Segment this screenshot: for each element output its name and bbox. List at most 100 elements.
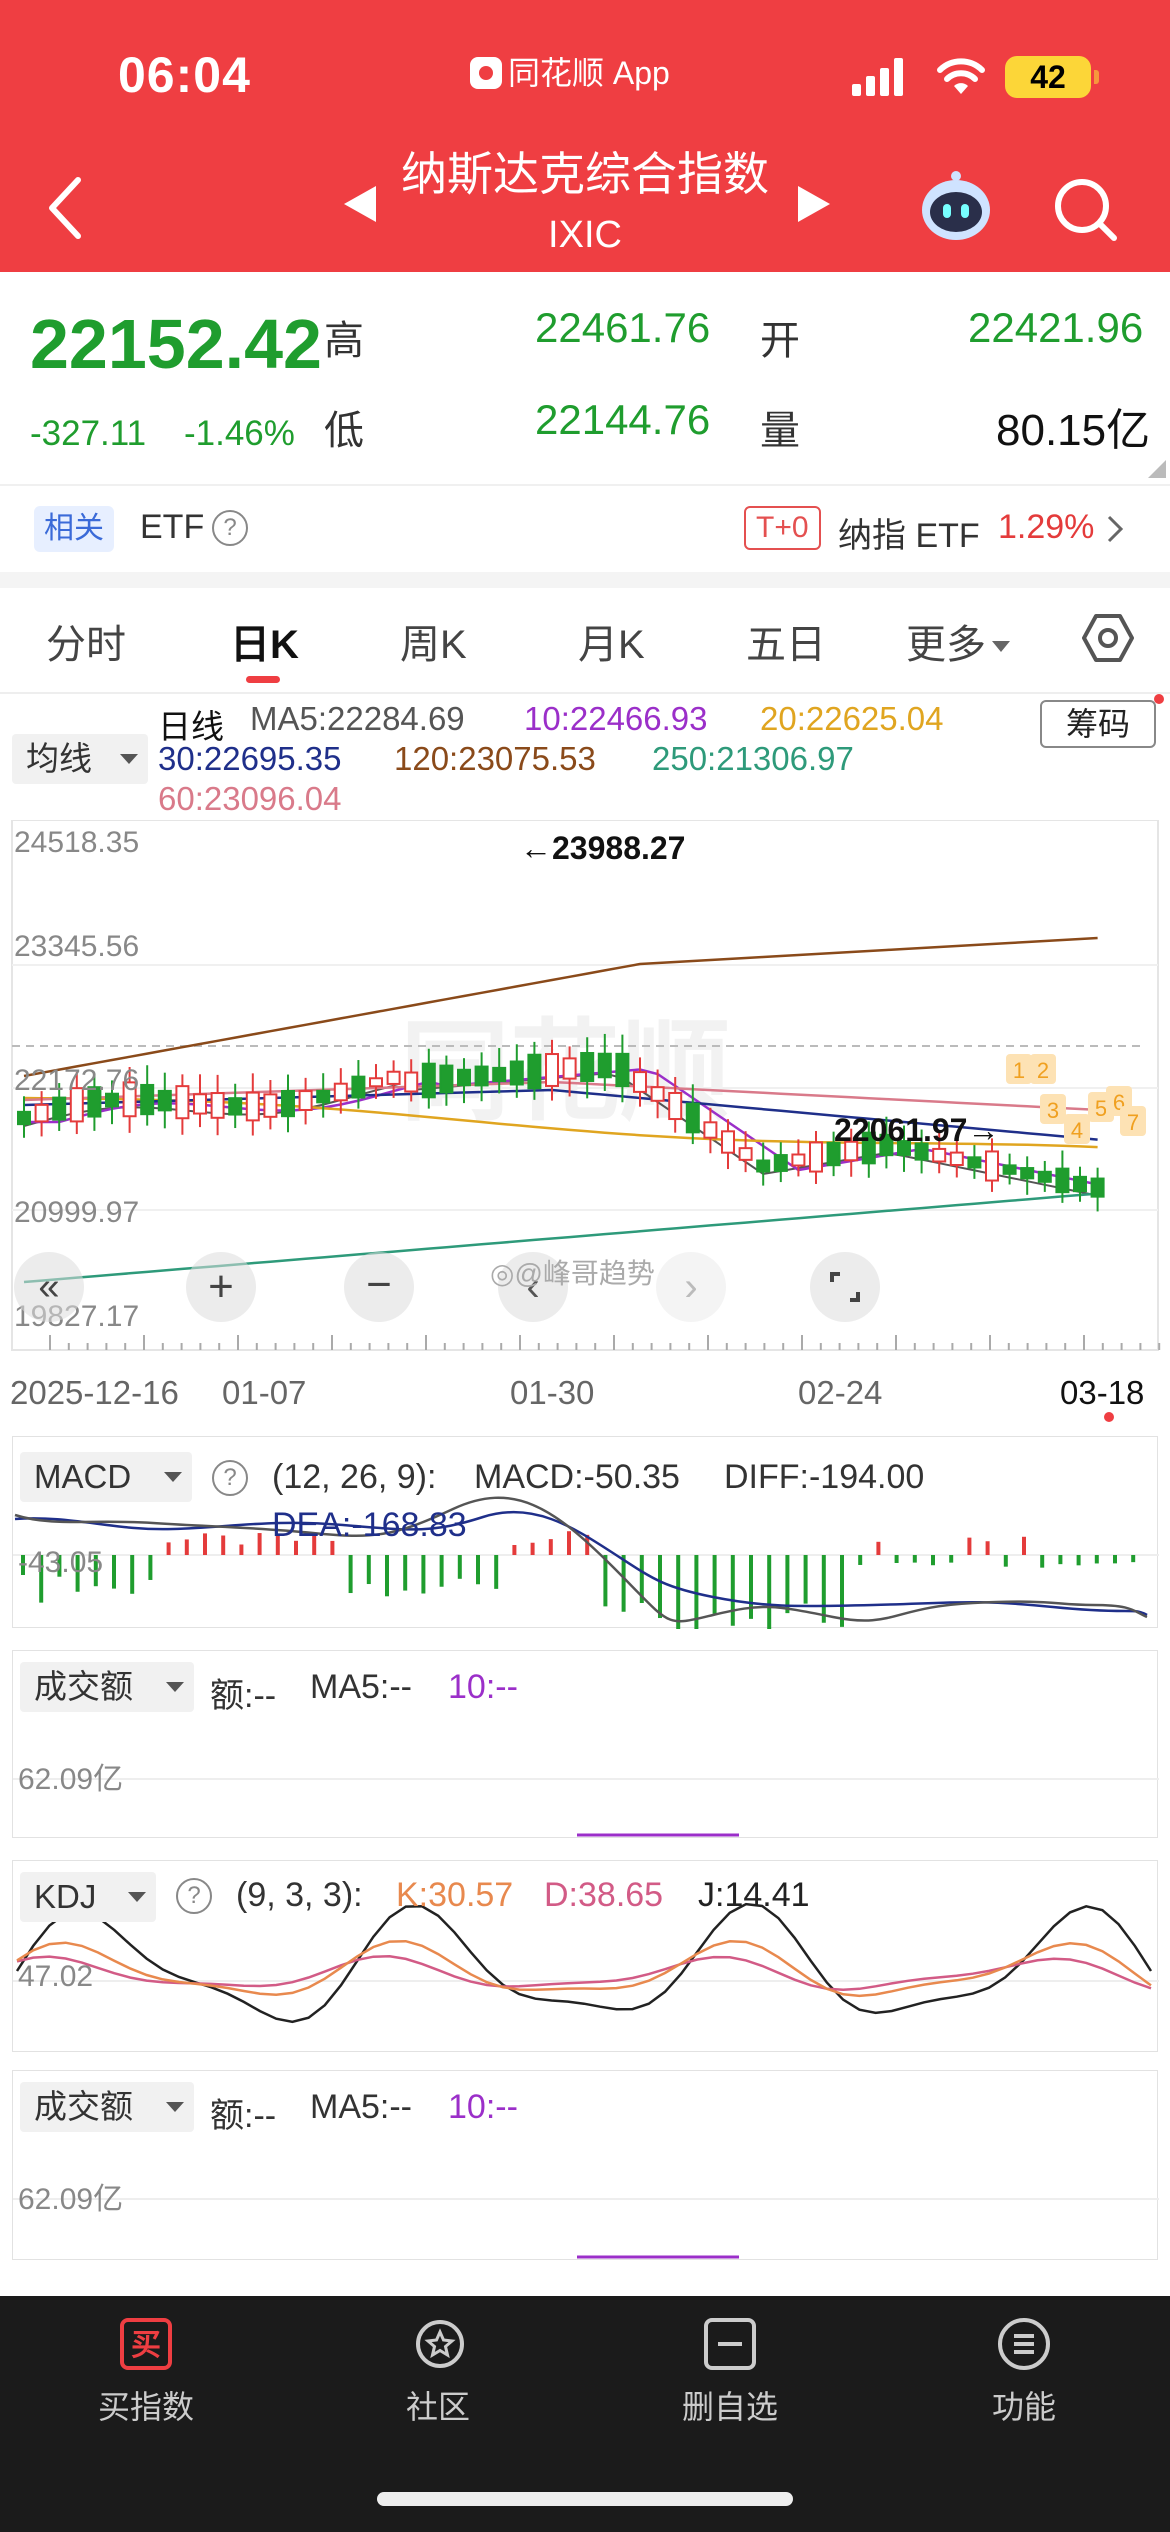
back-chevron-icon[interactable] bbox=[46, 176, 86, 240]
candle bbox=[17, 1096, 31, 1138]
candle bbox=[826, 1131, 841, 1177]
candle bbox=[105, 1080, 119, 1125]
expand-corner-icon[interactable] bbox=[1148, 460, 1166, 478]
x-tick-label: 02-24 bbox=[798, 1374, 883, 1411]
candle bbox=[721, 1119, 735, 1170]
candle bbox=[263, 1080, 278, 1130]
candle bbox=[333, 1068, 348, 1114]
candle bbox=[756, 1142, 771, 1186]
candle bbox=[949, 1137, 964, 1178]
sequence-tag: 7 bbox=[1120, 1106, 1146, 1136]
amount-ma5: MA5:-- bbox=[310, 1668, 412, 1706]
svg-text:3: 3 bbox=[1047, 1098, 1059, 1123]
etf-name[interactable]: 纳指 ETF bbox=[838, 517, 980, 555]
chips-button[interactable]: 筹码 bbox=[1040, 700, 1156, 748]
dropdown-arrow-icon bbox=[992, 641, 1010, 652]
robot-assistant-icon[interactable] bbox=[918, 170, 994, 242]
candle bbox=[509, 1044, 524, 1098]
candle bbox=[492, 1048, 507, 1094]
y-tick-label: 22172.76 bbox=[14, 1064, 140, 1097]
kdj-chart bbox=[13, 1902, 1159, 2024]
amount-panel[interactable] bbox=[12, 1650, 1159, 1838]
amount-panel-2[interactable] bbox=[12, 2070, 1159, 2260]
last-price: 22152.42 bbox=[30, 305, 322, 383]
sequence-tag: 3 bbox=[1040, 1094, 1066, 1124]
svg-text:买: 买 bbox=[131, 2329, 161, 2362]
tab-daily-k[interactable]: 日K bbox=[230, 623, 299, 667]
candle bbox=[386, 1060, 401, 1098]
kdj-select[interactable]: KDJ bbox=[20, 1872, 156, 1922]
section-gap bbox=[0, 572, 1170, 588]
fullscreen-button[interactable] bbox=[810, 1252, 880, 1322]
amount-ma5-2: MA5:-- bbox=[310, 2088, 412, 2126]
tab-five-day[interactable]: 五日 bbox=[746, 623, 826, 667]
status-app-name: 同花顺 App bbox=[470, 48, 670, 94]
zoom-out-button[interactable]: − bbox=[344, 1252, 414, 1322]
macd-help-icon[interactable]: ? bbox=[212, 1460, 248, 1496]
scroll-left-button[interactable]: « bbox=[14, 1252, 84, 1322]
candle bbox=[69, 1071, 84, 1135]
kdj-help-icon[interactable]: ? bbox=[176, 1878, 212, 1914]
volume-label: 量 bbox=[760, 409, 800, 453]
svg-text:4: 4 bbox=[1071, 1118, 1083, 1143]
related-etf-label[interactable]: ETF bbox=[140, 508, 205, 546]
tab-weekly-k[interactable]: 周K bbox=[400, 623, 467, 667]
settings-hexagon-icon[interactable] bbox=[1080, 610, 1136, 666]
candle bbox=[580, 1037, 595, 1099]
open-value: 22421.96 bbox=[968, 304, 1144, 351]
ma250-value: 250:21306.97 bbox=[652, 740, 854, 777]
ma30-value: 30:22695.35 bbox=[158, 740, 342, 777]
next-index-icon[interactable] bbox=[796, 184, 832, 224]
search-icon[interactable] bbox=[1052, 176, 1118, 242]
kdj-k: K:30.57 bbox=[396, 1876, 514, 1914]
candle bbox=[1055, 1150, 1070, 1203]
nav-remove-watchlist[interactable]: 删自选 bbox=[630, 2316, 830, 2428]
candle bbox=[369, 1064, 383, 1099]
tab-monthly-k[interactable]: 月K bbox=[578, 623, 645, 667]
candle bbox=[597, 1033, 612, 1092]
amount-chart-2 bbox=[13, 2198, 1159, 2259]
zoom-in-button[interactable]: + bbox=[186, 1252, 256, 1322]
battery-indicator: 42 bbox=[1005, 56, 1099, 98]
candle bbox=[228, 1083, 243, 1129]
tab-intraday[interactable]: 分时 bbox=[46, 623, 126, 667]
kdj-panel[interactable] bbox=[12, 1860, 1159, 2052]
candle bbox=[615, 1034, 630, 1103]
step-left-button[interactable]: ‹ bbox=[498, 1252, 568, 1322]
current-date-dot bbox=[1104, 1412, 1114, 1422]
nav-functions[interactable]: 功能 bbox=[924, 2316, 1124, 2428]
candle bbox=[773, 1142, 788, 1183]
step-right-button[interactable]: › bbox=[656, 1252, 726, 1322]
x-tick-label: 2025-12-16 bbox=[10, 1374, 179, 1411]
help-icon[interactable]: ? bbox=[212, 510, 248, 546]
candle bbox=[650, 1069, 665, 1119]
amount-select-2[interactable]: 成交额 bbox=[20, 2082, 194, 2132]
amount-select[interactable]: 成交额 bbox=[20, 1662, 194, 1712]
amount-axis-label-2: 62.09亿 bbox=[18, 2183, 124, 2216]
prev-index-icon[interactable] bbox=[342, 184, 378, 224]
nav-community[interactable]: 社区 bbox=[338, 2316, 538, 2428]
tab-more[interactable]: 更多 bbox=[906, 612, 1010, 670]
nav-buy-index[interactable]: 买 买指数 bbox=[46, 2316, 246, 2428]
candle bbox=[245, 1073, 260, 1136]
macd-panel[interactable] bbox=[12, 1436, 1159, 1629]
chevron-right-icon[interactable] bbox=[1106, 514, 1124, 544]
wifi-icon bbox=[937, 58, 985, 94]
app-header: 06:04 同花顺 App 42 纳斯达克综合指数 IXIC bbox=[0, 0, 1170, 272]
amount-value: 额:-- bbox=[210, 1677, 277, 1715]
price-change-percent: -1.46% bbox=[184, 414, 295, 453]
candle bbox=[421, 1048, 436, 1109]
etf-change-percent[interactable]: 1.29% bbox=[998, 508, 1095, 546]
sequence-tag: 2 bbox=[1030, 1054, 1056, 1084]
macd-dea: DEA:-168.83 bbox=[272, 1506, 467, 1544]
x-tick-label: 01-30 bbox=[510, 1374, 595, 1411]
candle bbox=[897, 1125, 911, 1172]
indicator-select-ma[interactable]: 均线 bbox=[12, 734, 148, 784]
candle bbox=[281, 1074, 295, 1133]
ma120-line bbox=[23, 936, 1098, 1078]
signal-icon bbox=[852, 58, 904, 96]
macd-select[interactable]: MACD bbox=[20, 1452, 192, 1502]
divider bbox=[0, 484, 1170, 486]
candle bbox=[844, 1128, 859, 1177]
